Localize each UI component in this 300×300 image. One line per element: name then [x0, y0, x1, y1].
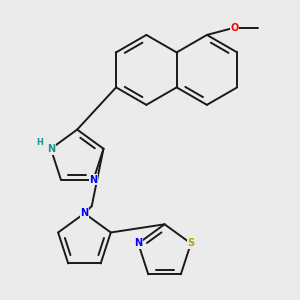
Text: N: N	[47, 144, 55, 154]
Text: N: N	[80, 208, 88, 218]
Text: S: S	[187, 238, 194, 248]
Text: O: O	[230, 22, 239, 33]
Text: N: N	[89, 175, 98, 185]
Text: N: N	[134, 238, 142, 248]
Text: H: H	[36, 138, 43, 147]
